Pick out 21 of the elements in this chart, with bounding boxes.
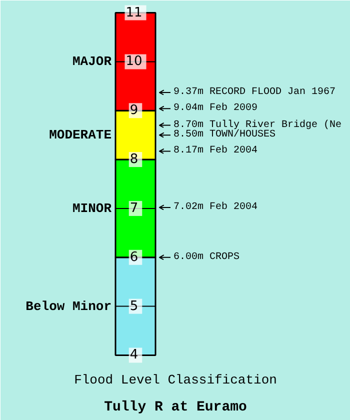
text: Tully R at Euramo bbox=[104, 400, 247, 416]
ref-line-label: 8.17m Feb 2004 bbox=[174, 144, 258, 157]
y-tick-label: 6 bbox=[130, 250, 138, 265]
y-tick-label: 9 bbox=[130, 103, 138, 118]
y-tick-label: 8 bbox=[130, 152, 138, 168]
y-tick-label: 10 bbox=[126, 54, 142, 70]
ref-line-label: 9.37m RECORD FLOOD Jan 1967 bbox=[174, 87, 336, 98]
ref-line-label: 9.04m Feb 2009 bbox=[174, 102, 258, 114]
series-label: MODERATE bbox=[49, 128, 112, 143]
text: Flood Level Classification bbox=[74, 372, 277, 388]
series-label: MINOR bbox=[72, 200, 112, 216]
legend-label: MAJOR bbox=[72, 54, 112, 70]
y-tick-label: 11 bbox=[126, 5, 142, 20]
ref-line-label: 6.00m CROPS bbox=[174, 252, 240, 263]
y-tick-label: 7 bbox=[130, 200, 138, 216]
ref-line-label: 7.02m Feb 2004 bbox=[174, 200, 258, 213]
y-tick-label: 5 bbox=[130, 298, 138, 314]
ref-line-label: 8.70m Tully River Bridge (Ne bbox=[174, 118, 342, 131]
y-tick-label: 4 bbox=[130, 348, 138, 363]
legend-label: Below Minor bbox=[26, 298, 112, 314]
ref-line-label: 8.50m TOWN/HOUSES bbox=[174, 128, 276, 141]
